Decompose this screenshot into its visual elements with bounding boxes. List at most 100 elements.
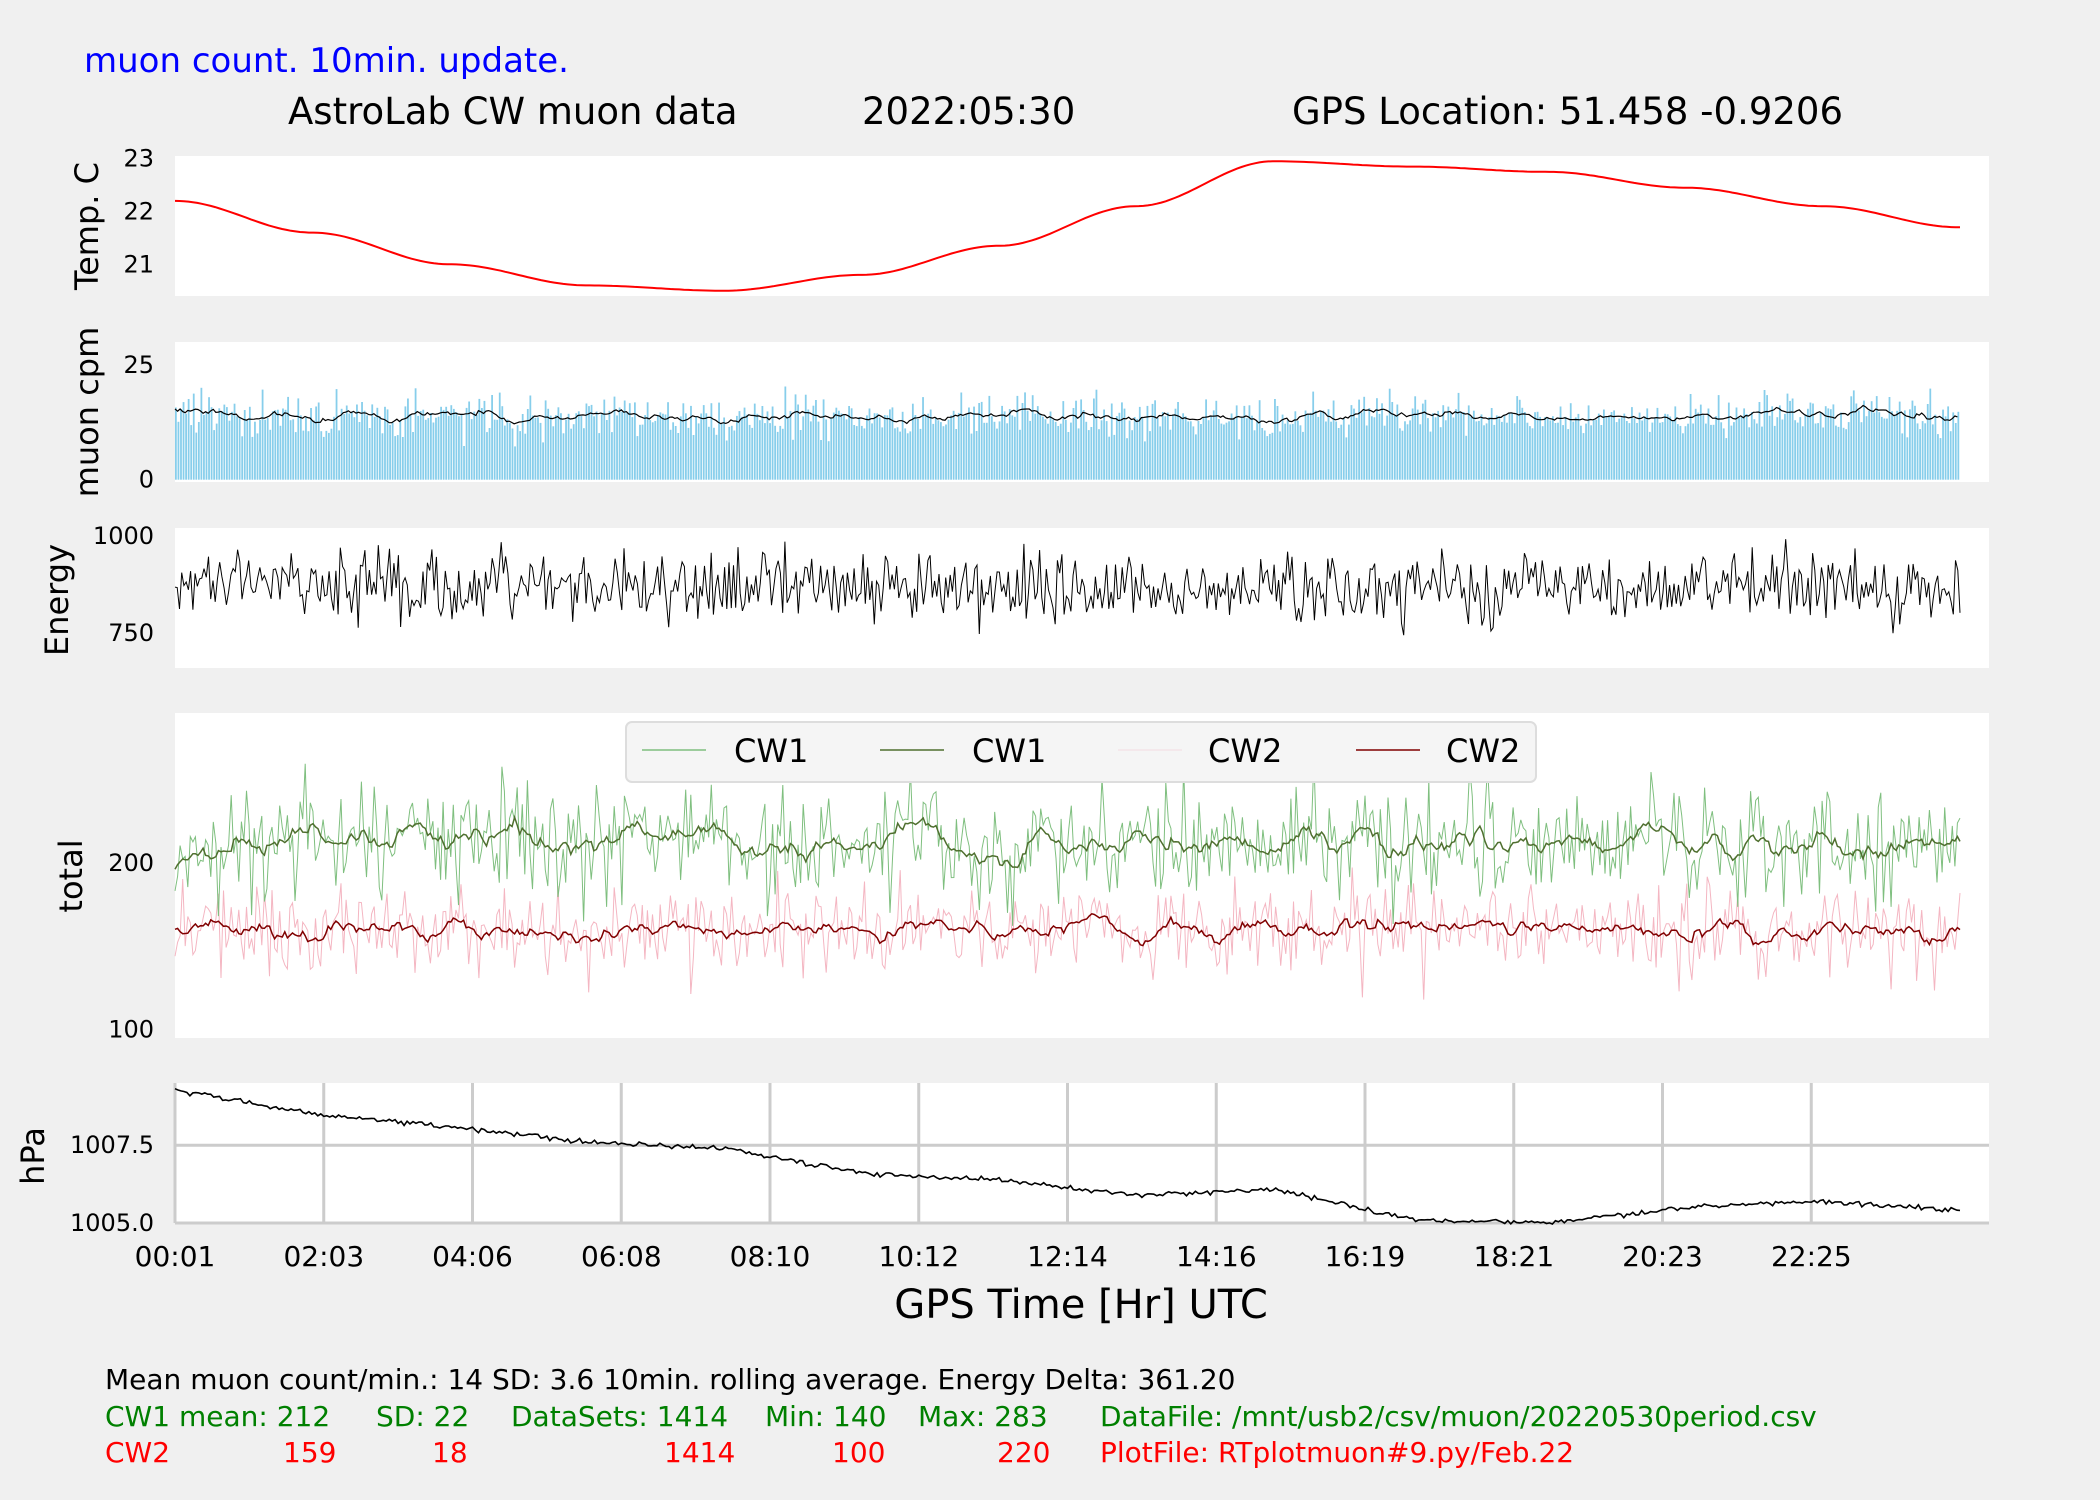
muon-cpm-bar [1761,426,1763,480]
muon-cpm-bar [1521,407,1524,480]
muon-cpm-bar [325,430,328,480]
muon-cpm-bar [1195,434,1197,480]
muon-cpm-bar [1246,418,1248,480]
muon-cpm-bar [537,417,539,480]
muon-cpm-bar [1378,413,1381,480]
muon-cpm-bar [315,406,318,480]
gps-location: GPS Location: 51.458 -0.9206 [1292,90,1843,133]
muon-cpm-bar [799,430,802,480]
x-tick-label: 10:12 [878,1240,959,1273]
muon-cpm-bar [356,404,358,480]
muon-cpm-bar [929,409,932,480]
muon-cpm-bar [1437,410,1440,480]
x-tick-label: 06:08 [581,1240,662,1273]
muon-cpm-bar [855,426,858,480]
muon-cpm-bar [1689,394,1692,480]
muon-cpm-bar [279,425,282,480]
muon-cpm-bar [1460,411,1462,480]
muon-rolling-average-line [174,404,1958,425]
muon-cpm-bar [1778,405,1781,480]
muon-cpm-bar [1077,428,1080,480]
muon-cpm-bar [1648,431,1651,480]
muon-cpm-bar [1297,420,1299,480]
x-tick-label: 12:14 [1027,1240,1108,1273]
temperature-ylabel: Temp. C [68,162,106,291]
muon-cpm-bar [465,407,468,480]
muon-cpm-bar [391,422,394,480]
muon-cpm-bar [1929,388,1932,480]
muon-cpm-bar [1587,405,1590,480]
muon-cpm-bar [1552,416,1554,480]
muon-cpm-bar [1217,419,1220,480]
muon-cpm-bar [1508,413,1511,480]
muon-cpm-bar [185,413,187,480]
muon-cpm-bar [1439,427,1442,480]
muon-cpm-bar [1863,400,1865,480]
x-tick-label: 00:01 [135,1240,216,1273]
x-tick-label: 14:16 [1176,1240,1257,1273]
muon-cpm-bar [470,419,473,480]
muon-cpm-bar [1625,421,1628,480]
muon-cpm-bar [1776,417,1779,480]
muon-cpm-bar [838,410,840,480]
muon-cpm-bar [424,419,427,480]
muon-cpm-bar [827,441,830,480]
muon-cpm-bar [1042,416,1044,480]
muon-cpm-bar [197,422,200,480]
cw1-min: Min: 140 [765,1400,886,1433]
muon-cpm-bar [1911,400,1914,480]
muon-cpm-bar [1600,425,1603,480]
muon-cpm-bar [919,428,922,480]
muon-cpm-bar [1411,408,1414,480]
muon-cpm-bar [649,420,652,480]
muon-cpm-bar [1281,414,1284,480]
muon-cpm-bar [1072,408,1075,480]
muon-cpm-bar [445,406,448,480]
muon-cpm-bar [662,413,664,480]
muon-cpm-bar [1623,413,1626,480]
muon-cpm-bar [1544,417,1547,480]
muon-cpm-bar [611,432,613,480]
muon-cpm-bar [442,409,445,480]
muon-cpm-bar [213,430,216,480]
temperature-series [174,160,1960,292]
y-tick-label: 1005.0 [70,1209,154,1237]
muon-cpm-bar [1893,415,1896,480]
muon-cpm-bar [784,386,787,480]
muon-cpm-bar [1628,423,1631,480]
muon-cpm-bar [1794,420,1797,480]
muon-cpm-bar [1903,410,1906,480]
muon-cpm-bar [1268,433,1271,480]
muon-cpm-bar [294,432,297,480]
muon-cpm-bar [1539,416,1542,480]
muon-cpm-bar [562,433,565,480]
muon-cpm-bar [1452,417,1455,480]
muon-cpm-bar [1569,403,1572,480]
muon-cpm-bar [231,411,233,480]
muon-cpm-bar [1335,421,1338,480]
y-tick-labels: 21 22 23 0 25 750 1000 100 200 1005.0 1007.5 [70,145,154,1237]
muon-cpm-bar [1294,411,1297,480]
muon-cpm-bar [1901,433,1904,480]
muon-cpm-bar [1878,412,1881,480]
muon-cpm-bar [1597,413,1600,480]
muon-cpm-bar [1350,405,1353,480]
muon-cpm-bar [690,405,692,480]
muon-cpm-bar [1664,413,1666,480]
muon-cpm-bar [707,426,710,480]
muon-cpm-bar [996,428,998,480]
muon-cpm-bar [577,411,580,480]
muon-cpm-bar [1875,396,1878,480]
y-tick-label: 100 [108,1016,154,1044]
muon-cpm-bar [603,399,606,480]
muon-cpm-bar [1128,420,1131,480]
muon-cpm-bar [1768,415,1771,480]
muon-cpm-bar [1613,410,1615,480]
muon-cpm-bar [631,417,634,480]
muon-cpm-bar [399,420,402,480]
muon-cpm-bar [687,427,690,480]
muon-cpm-bar [1393,415,1396,480]
muon-cpm-bar [1327,409,1330,480]
muon-cpm-bar [881,427,884,480]
muon-cpm-bar [904,428,907,480]
